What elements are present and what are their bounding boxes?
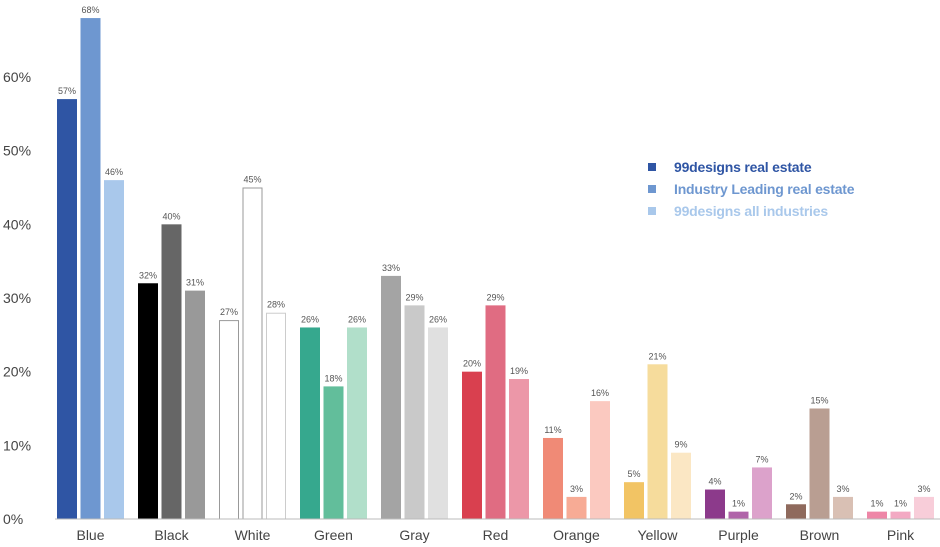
data-label: 3% bbox=[917, 484, 930, 494]
bar-gray-series-1 bbox=[381, 275, 401, 519]
category-label: Gray bbox=[399, 527, 429, 543]
category-label: Yellow bbox=[638, 527, 679, 543]
category-label: Black bbox=[154, 527, 189, 543]
data-label: 19% bbox=[510, 366, 528, 376]
data-label: 33% bbox=[382, 263, 400, 273]
bar-black-series-2 bbox=[161, 224, 182, 520]
bar-yellow-series-1 bbox=[624, 482, 644, 519]
bar-blue-series-3 bbox=[104, 180, 124, 519]
x-axis: Blue Black White Green Gray Red Orange Yellow Pu… bbox=[76, 527, 915, 543]
bar-gray-series-3 bbox=[428, 327, 448, 519]
bar-purple-series-1 bbox=[705, 489, 725, 519]
category-label: Green bbox=[314, 527, 353, 543]
data-label: 2% bbox=[789, 491, 802, 501]
bar-orange-series-1 bbox=[543, 437, 563, 519]
data-label: 46% bbox=[105, 167, 123, 177]
data-label: 1% bbox=[732, 499, 745, 509]
data-label: 9% bbox=[674, 440, 687, 450]
data-label: 27% bbox=[220, 307, 238, 317]
bar-white-series-2 bbox=[242, 187, 263, 520]
data-label: 16% bbox=[591, 388, 609, 398]
category-label: Orange bbox=[553, 527, 600, 543]
bar-white-series-3 bbox=[266, 312, 286, 520]
data-label: 31% bbox=[186, 278, 204, 288]
data-label: 45% bbox=[243, 175, 261, 185]
data-label: 3% bbox=[570, 484, 583, 494]
legend: 99designs real estate Industry Leading r… bbox=[648, 156, 855, 222]
data-label: 26% bbox=[301, 314, 319, 324]
category-label: Blue bbox=[76, 527, 104, 543]
bar-orange-series-3 bbox=[590, 401, 610, 519]
y-tick-label: 60% bbox=[3, 69, 31, 85]
y-tick-label: 10% bbox=[3, 437, 31, 453]
legend-label: 99designs real estate bbox=[674, 159, 812, 175]
data-label: 29% bbox=[405, 292, 423, 302]
bar-green-series-1 bbox=[300, 327, 320, 519]
category-label: Pink bbox=[887, 527, 915, 543]
legend-swatch bbox=[648, 163, 656, 171]
bars bbox=[57, 18, 934, 520]
bar-red-series-3 bbox=[509, 379, 529, 519]
bar-blue-series-2 bbox=[80, 18, 101, 520]
category-label: Purple bbox=[718, 527, 759, 543]
bar-black-series-3 bbox=[185, 290, 205, 519]
legend-swatch bbox=[648, 185, 656, 193]
data-label: 28% bbox=[267, 300, 285, 310]
y-tick-label: 40% bbox=[3, 216, 31, 232]
bar-black-series-1 bbox=[138, 283, 158, 519]
y-tick-label: 30% bbox=[3, 290, 31, 306]
legend-swatch bbox=[648, 207, 656, 215]
data-label: 32% bbox=[139, 270, 157, 280]
legend-item-99designs-all-industries: 99designs all industries bbox=[648, 200, 854, 222]
data-label: 1% bbox=[894, 499, 907, 509]
y-tick-label: 50% bbox=[3, 143, 31, 159]
data-label: 40% bbox=[162, 211, 180, 221]
y-tick-label: 20% bbox=[3, 364, 31, 380]
y-axis: 0% 10% 20% 30% 40% 50% 60% bbox=[3, 69, 31, 527]
bar-red-series-1 bbox=[462, 371, 482, 519]
bar-brown-series-1 bbox=[786, 504, 806, 519]
data-label: 26% bbox=[429, 314, 447, 324]
data-label: 3% bbox=[836, 484, 849, 494]
bar-red-series-2 bbox=[485, 305, 506, 519]
bar-orange-series-2 bbox=[566, 496, 587, 519]
legend-label: Industry Leading real estate bbox=[674, 181, 855, 197]
bar-blue-series-1 bbox=[57, 99, 77, 519]
bar-brown-series-2 bbox=[809, 408, 830, 519]
bar-pink-series-1 bbox=[867, 511, 887, 519]
data-label: 20% bbox=[463, 359, 481, 369]
data-label: 26% bbox=[348, 314, 366, 324]
category-label: White bbox=[235, 527, 271, 543]
data-label: 1% bbox=[870, 499, 883, 509]
category-label: Red bbox=[483, 527, 509, 543]
bar-pink-series-3 bbox=[914, 496, 934, 519]
data-label: 29% bbox=[486, 292, 504, 302]
legend-item-industry-leading-real-estate: Industry Leading real estate bbox=[648, 178, 855, 200]
data-label: 57% bbox=[58, 86, 76, 96]
data-label: 15% bbox=[810, 396, 828, 406]
bar-green-series-2 bbox=[323, 386, 344, 519]
data-labels: 57% 68% 46% 32% 40% 31% 27% 45% 28% 26% 18% 26% 33% 2… bbox=[58, 5, 931, 509]
data-label: 7% bbox=[755, 454, 768, 464]
data-label: 11% bbox=[544, 425, 561, 435]
bar-pink-series-2 bbox=[890, 511, 911, 519]
category-label: Brown bbox=[800, 527, 840, 543]
legend-item-99designs-real-estate: 99designs real estate bbox=[648, 156, 854, 178]
data-label: 4% bbox=[708, 477, 721, 487]
bar-white-series-1 bbox=[219, 320, 239, 520]
bar-yellow-series-3 bbox=[671, 452, 691, 519]
bar-purple-series-2 bbox=[728, 511, 749, 519]
bar-purple-series-3 bbox=[752, 467, 772, 519]
data-label: 18% bbox=[324, 373, 342, 383]
data-label: 21% bbox=[648, 351, 666, 361]
data-label: 68% bbox=[81, 5, 99, 15]
data-label: 5% bbox=[627, 469, 640, 479]
bar-brown-series-3 bbox=[833, 496, 853, 519]
bar-green-series-3 bbox=[347, 327, 367, 519]
y-tick-label: 0% bbox=[3, 511, 23, 527]
bar-gray-series-2 bbox=[404, 305, 425, 519]
legend-label: 99designs all industries bbox=[674, 203, 828, 219]
bar-yellow-series-2 bbox=[647, 364, 668, 519]
